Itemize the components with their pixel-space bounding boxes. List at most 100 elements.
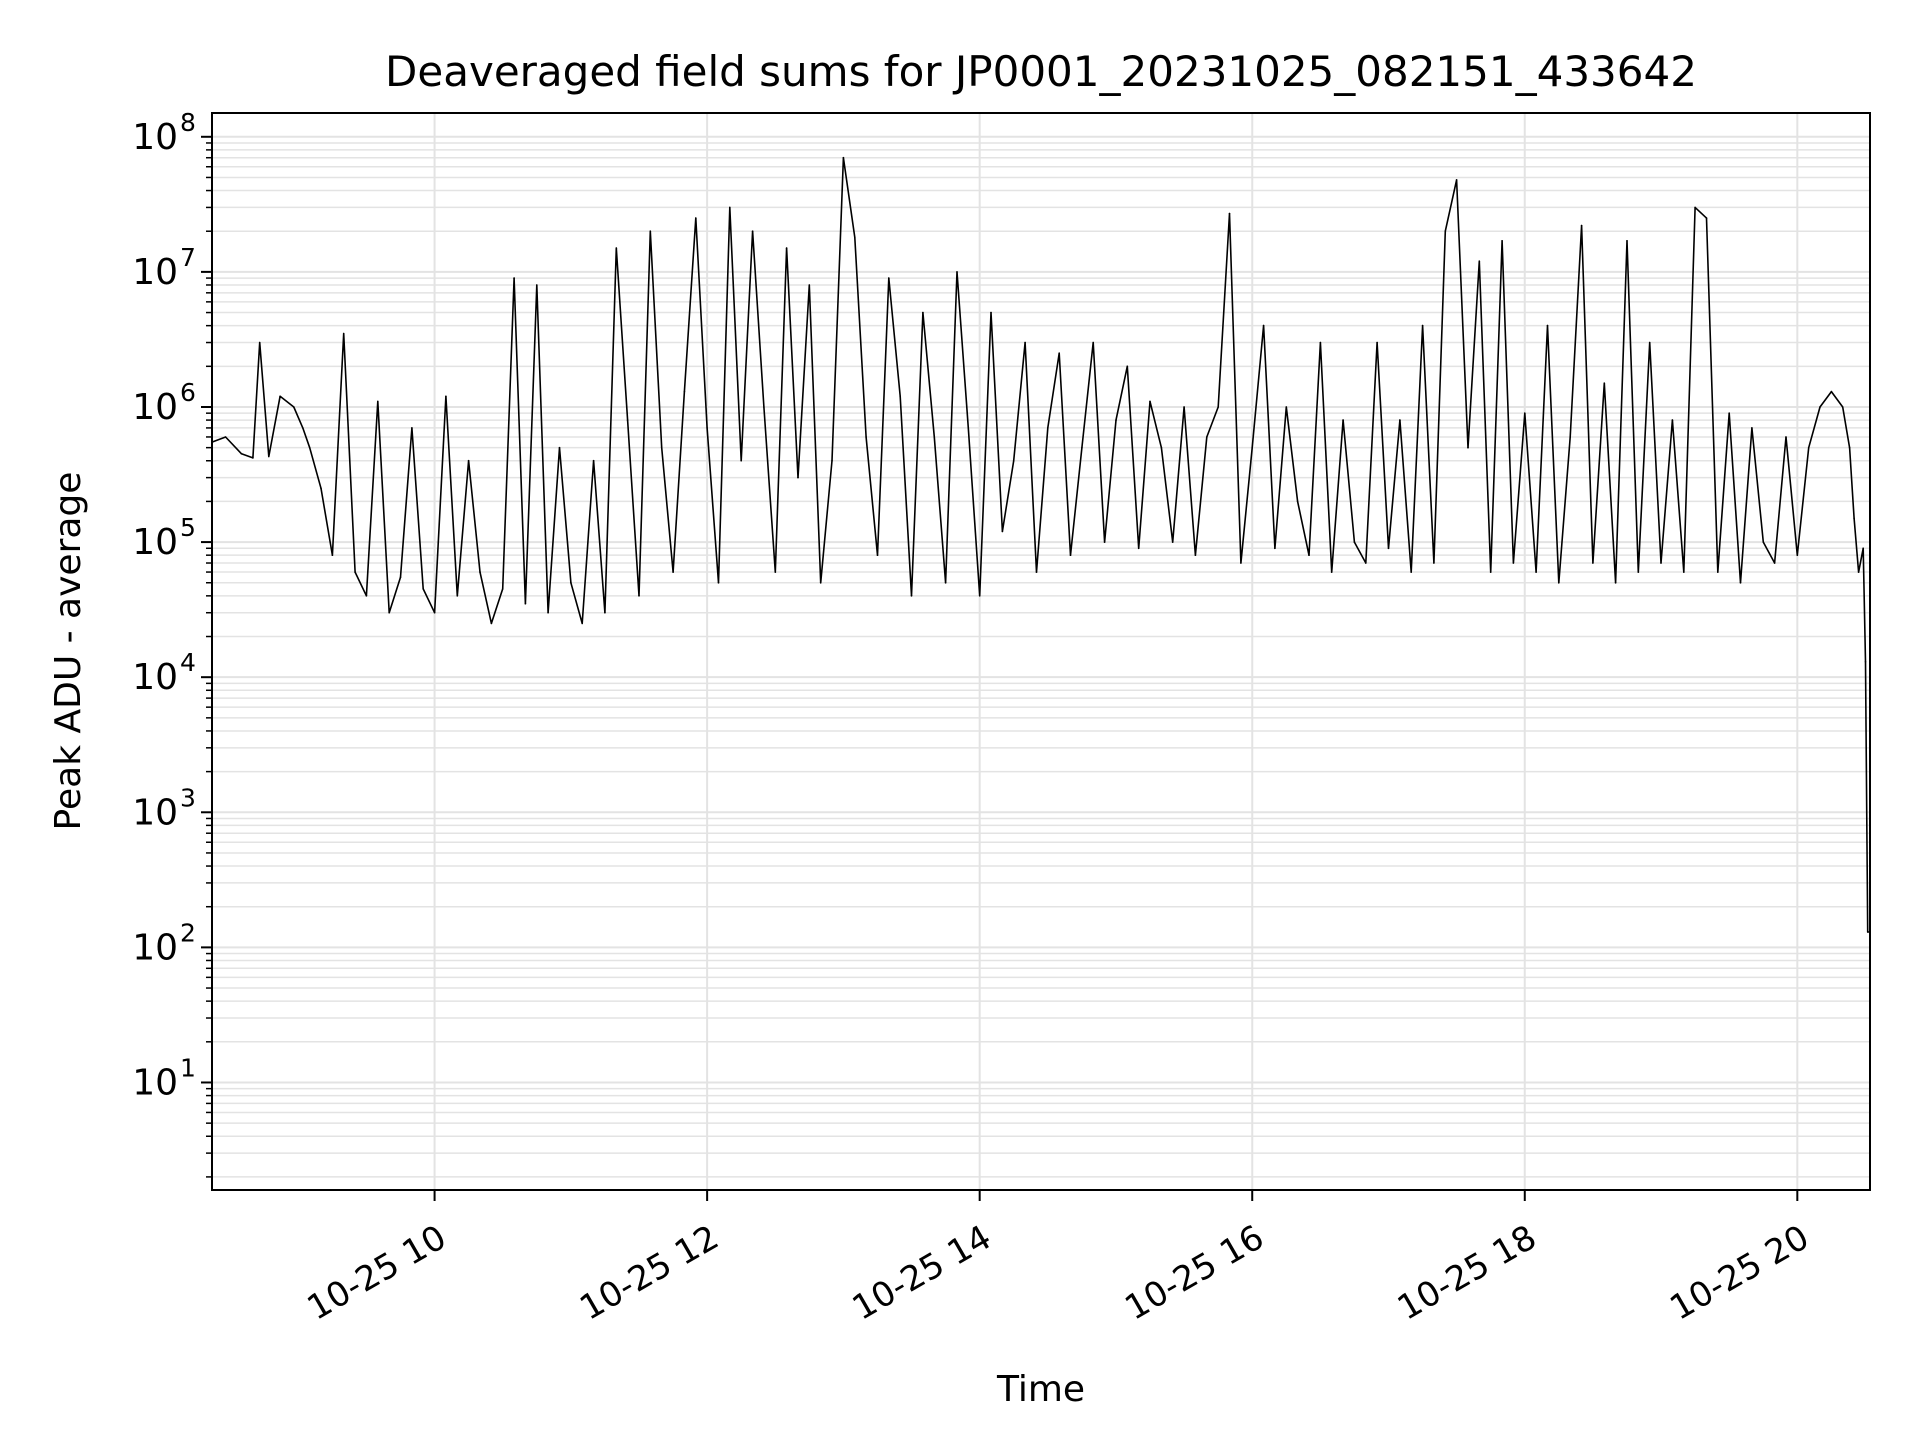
data-point bbox=[672, 571, 674, 573]
data-point bbox=[1467, 446, 1469, 449]
data-layer bbox=[211, 156, 1871, 933]
data-point bbox=[1807, 446, 1810, 449]
data-point bbox=[581, 622, 583, 625]
data-point bbox=[876, 554, 879, 556]
y-tick-exponent: 8 bbox=[180, 108, 196, 137]
data-point bbox=[1683, 571, 1685, 573]
data-point bbox=[479, 571, 481, 573]
data-point bbox=[592, 459, 595, 462]
data-point bbox=[1024, 341, 1026, 344]
data-point bbox=[1626, 240, 1628, 242]
data-point bbox=[842, 156, 845, 159]
y-tick-label: 10 bbox=[132, 387, 178, 428]
data-point bbox=[1830, 390, 1833, 393]
y-tick-label: 10 bbox=[132, 657, 178, 698]
data-point bbox=[1694, 206, 1696, 209]
data-point bbox=[740, 459, 742, 462]
y-tick-base: 10 bbox=[132, 117, 178, 158]
x-tick-label: 10-25 12 bbox=[573, 1217, 725, 1328]
data-point bbox=[547, 611, 549, 614]
data-point bbox=[422, 588, 425, 590]
data-point bbox=[660, 446, 663, 449]
data-point bbox=[1399, 419, 1401, 421]
y-tick-exponent: 4 bbox=[180, 648, 196, 677]
data-point bbox=[1103, 541, 1106, 543]
data-point bbox=[854, 236, 856, 239]
data-point bbox=[831, 459, 833, 462]
data-point bbox=[1296, 500, 1299, 503]
data-point bbox=[513, 277, 515, 279]
data-point bbox=[1171, 541, 1174, 543]
y-tick-exponent: 1 bbox=[180, 1053, 196, 1082]
data-point bbox=[558, 446, 561, 449]
data-point bbox=[1762, 541, 1765, 543]
x-tick-label: 10-25 20 bbox=[1663, 1217, 1815, 1328]
y-tick-label: 10 bbox=[132, 252, 178, 293]
series-line bbox=[211, 156, 1870, 933]
x-tick-label: 10-25 10 bbox=[301, 1217, 453, 1328]
data-point bbox=[717, 582, 720, 584]
data-point bbox=[1558, 582, 1560, 584]
data-point bbox=[1819, 406, 1821, 408]
data-point bbox=[1512, 562, 1515, 564]
data-point bbox=[308, 446, 311, 449]
data-point bbox=[626, 419, 629, 421]
data-point bbox=[1410, 571, 1412, 573]
data-point bbox=[293, 406, 295, 408]
data-point bbox=[1580, 224, 1583, 227]
data-point bbox=[1785, 436, 1787, 438]
data-point bbox=[763, 406, 765, 408]
data-point bbox=[1603, 382, 1606, 385]
data-point bbox=[467, 459, 470, 462]
data-point bbox=[1387, 547, 1390, 550]
data-point bbox=[706, 427, 708, 429]
data-point bbox=[1866, 931, 1869, 933]
data-point bbox=[797, 476, 799, 479]
data-point bbox=[1376, 341, 1378, 344]
data-point bbox=[268, 455, 270, 458]
data-point bbox=[1569, 436, 1571, 438]
plot-frame bbox=[211, 112, 1871, 1191]
data-point bbox=[365, 595, 368, 597]
data-point bbox=[1251, 446, 1253, 449]
data-point bbox=[1444, 230, 1447, 232]
data-point bbox=[1353, 541, 1356, 543]
x-tick-label: 10-25 16 bbox=[1118, 1217, 1270, 1328]
data-point bbox=[956, 271, 958, 273]
data-point bbox=[1149, 400, 1151, 403]
data-point bbox=[1592, 562, 1594, 564]
data-point bbox=[1848, 446, 1851, 449]
data-point bbox=[910, 595, 913, 597]
data-point bbox=[1853, 517, 1855, 520]
y-tick-exponent: 2 bbox=[180, 918, 196, 947]
y-tick-exponent: 5 bbox=[180, 513, 196, 542]
data-point bbox=[990, 311, 992, 314]
data-point bbox=[1160, 446, 1163, 449]
y-tick-label: 10 bbox=[132, 117, 178, 158]
data-point bbox=[399, 576, 402, 578]
data-point bbox=[1081, 446, 1083, 449]
data-point bbox=[1524, 412, 1526, 415]
data-point bbox=[774, 571, 777, 573]
data-point bbox=[729, 206, 731, 209]
y-tick-exponent: 3 bbox=[180, 783, 196, 812]
data-point bbox=[1671, 419, 1674, 421]
data-point bbox=[1857, 571, 1860, 573]
y-tick-base: 10 bbox=[132, 927, 178, 968]
data-point bbox=[604, 611, 606, 614]
data-point bbox=[615, 247, 618, 249]
data-point bbox=[1126, 365, 1129, 368]
y-axis-label: Peak ADU - average bbox=[48, 472, 89, 831]
x-axis-label: Time bbox=[996, 1369, 1085, 1410]
data-point bbox=[922, 311, 924, 314]
data-point bbox=[1841, 406, 1844, 408]
data-point bbox=[536, 284, 538, 286]
data-point bbox=[433, 611, 436, 614]
data-point bbox=[1501, 240, 1503, 242]
data-point bbox=[1421, 324, 1424, 327]
data-point bbox=[1330, 571, 1333, 573]
data-point bbox=[377, 400, 379, 403]
data-point bbox=[1137, 547, 1140, 550]
data-point bbox=[1069, 554, 1072, 556]
data-point bbox=[1183, 406, 1185, 408]
